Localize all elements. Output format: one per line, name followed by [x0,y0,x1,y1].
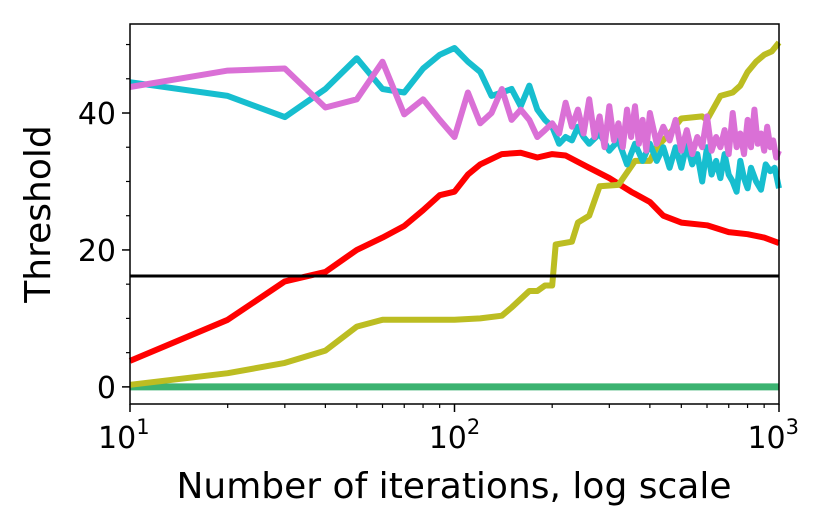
series-line-5 [129,58,782,161]
series-line-2 [128,149,781,364]
x-axis-title: Number of iterations, log scale [176,466,731,507]
x-tick-label: 101 [98,415,150,456]
series-line-4 [129,45,782,195]
series-line-3 [129,40,782,388]
y-axis-title: Threshold [18,125,59,303]
series-layer [128,40,782,391]
y-tick-label: 40 [78,97,116,132]
x-tick-label: 102 [429,415,481,456]
plot-background [130,24,779,404]
y-tick-label: 0 [97,371,116,406]
y-tick-label: 20 [78,234,116,269]
ticks-layer: 101 102 103 0 20 40 [78,43,799,456]
x-tick-label: 103 [747,415,799,456]
